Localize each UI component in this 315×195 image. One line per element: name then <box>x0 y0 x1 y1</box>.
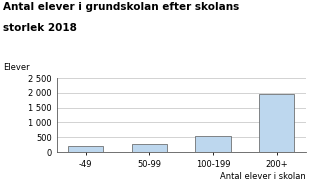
X-axis label: Antal elever i skolan: Antal elever i skolan <box>220 172 306 181</box>
Bar <box>68 146 103 152</box>
Text: Antal elever i grundskolan efter skolans: Antal elever i grundskolan efter skolans <box>3 2 239 12</box>
Bar <box>132 144 167 152</box>
Text: Elever: Elever <box>3 63 30 72</box>
Text: storlek 2018: storlek 2018 <box>3 23 77 33</box>
Bar <box>259 94 294 152</box>
Bar <box>196 136 231 152</box>
